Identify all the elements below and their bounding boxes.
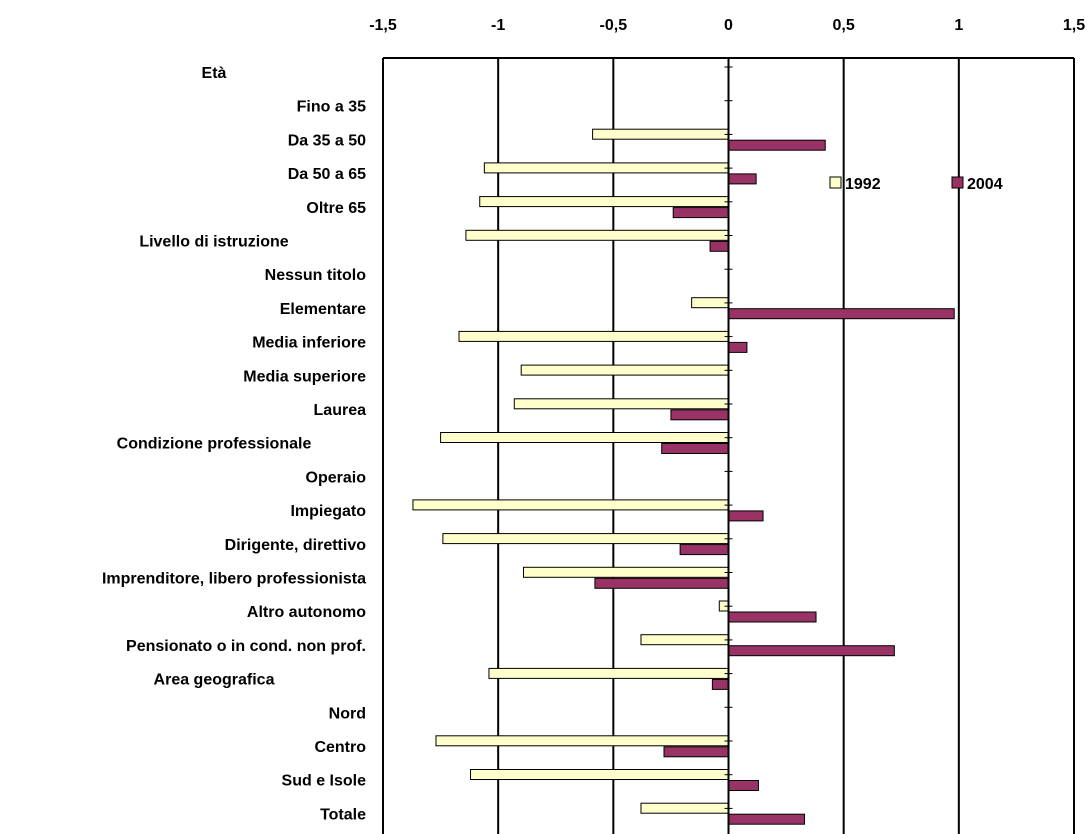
category-label: Impiegato bbox=[290, 503, 366, 520]
bar-1992-20 bbox=[470, 769, 729, 780]
category-group-header: Condizione professionale bbox=[117, 436, 312, 453]
bar-2004-20 bbox=[728, 780, 759, 791]
bar-2004-16 bbox=[728, 645, 895, 657]
legend-swatch-2004 bbox=[951, 176, 964, 189]
bar-1992-14 bbox=[523, 566, 730, 578]
bar-2004-4 bbox=[709, 240, 729, 252]
category-label: Imprenditore, libero professionista bbox=[102, 571, 366, 588]
category-label: Media inferiore bbox=[252, 335, 366, 352]
bar-2004-13 bbox=[679, 544, 730, 556]
category-label: Altro autonomo bbox=[247, 604, 366, 621]
bar-1992-12 bbox=[412, 499, 729, 511]
bar-2004-2 bbox=[728, 173, 757, 185]
category-group-header: Area geografica bbox=[154, 672, 275, 689]
x-tick-label: -1 bbox=[491, 17, 505, 34]
bar-1992-4 bbox=[465, 229, 729, 241]
bar-1992-6 bbox=[691, 297, 729, 309]
bar-2004-19 bbox=[663, 746, 729, 758]
bar-1992-10 bbox=[440, 432, 729, 443]
category-label: Fino a 35 bbox=[297, 99, 366, 116]
bar-1992-7 bbox=[458, 330, 729, 342]
category-label: Elementare bbox=[280, 301, 366, 318]
bar-2004-12 bbox=[728, 510, 764, 522]
x-tick-label: 1,5 bbox=[1063, 17, 1085, 34]
bar-1992-16 bbox=[640, 634, 729, 646]
category-label: Nessun titolo bbox=[265, 267, 367, 284]
category-group-header: Età bbox=[202, 65, 227, 82]
category-label: Pensionato o in cond. non prof. bbox=[126, 638, 366, 655]
bar-1992-9 bbox=[513, 398, 729, 410]
x-tick-label: 0 bbox=[724, 17, 733, 34]
category-label: Media superiore bbox=[243, 368, 366, 385]
bar-1992-17 bbox=[488, 667, 729, 679]
category-group-header: Livello di istruzione bbox=[139, 234, 288, 251]
category-label: Nord bbox=[329, 705, 366, 722]
bar-1992-8 bbox=[520, 364, 730, 376]
bar-2004-17 bbox=[711, 678, 729, 690]
bar-1992-21 bbox=[640, 802, 729, 814]
bar-2004-21 bbox=[728, 813, 806, 825]
bar-2004-1 bbox=[728, 139, 826, 151]
category-label: Dirigente, direttivo bbox=[225, 537, 367, 554]
bar-2004-15 bbox=[728, 611, 817, 623]
bar-1992-3 bbox=[479, 196, 729, 208]
category-label: Da 35 a 50 bbox=[288, 132, 366, 149]
bar-1992-1 bbox=[592, 128, 729, 140]
category-label: Totale bbox=[320, 806, 366, 823]
bar-1992-2 bbox=[483, 162, 730, 174]
legend-swatch-1992 bbox=[829, 176, 842, 189]
legend-label-1992: 1992 bbox=[845, 176, 881, 193]
bar-2004-7 bbox=[728, 341, 748, 353]
category-label: Operaio bbox=[306, 469, 367, 486]
category-label: Centro bbox=[314, 739, 366, 756]
bar-2004-14 bbox=[594, 577, 730, 589]
category-label: Oltre 65 bbox=[306, 200, 366, 217]
x-tick-label: -0,5 bbox=[600, 17, 628, 34]
x-tick-label: 1 bbox=[954, 17, 963, 34]
x-tick-label: 0,5 bbox=[833, 17, 855, 34]
bar-2004-9 bbox=[670, 409, 730, 421]
bar-2004-6 bbox=[728, 308, 955, 320]
category-label: Laurea bbox=[314, 402, 367, 419]
bar-1992-13 bbox=[442, 533, 729, 545]
category-label: Da 50 a 65 bbox=[288, 166, 366, 183]
category-label: Sud e Isole bbox=[282, 773, 367, 790]
bar-2004-3 bbox=[672, 207, 729, 219]
legend-label-2004: 2004 bbox=[967, 176, 1003, 193]
x-tick-label: -1,5 bbox=[369, 17, 397, 34]
bar-1992-19 bbox=[435, 735, 729, 747]
bar-2004-10 bbox=[661, 443, 729, 454]
